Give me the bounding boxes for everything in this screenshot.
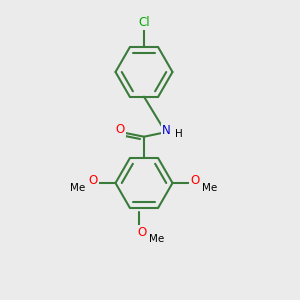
Text: Cl: Cl (138, 16, 150, 29)
Text: Me: Me (70, 183, 86, 194)
Text: O: O (89, 173, 98, 187)
Text: Me: Me (202, 183, 217, 194)
Text: H: H (175, 129, 183, 139)
Text: Me: Me (149, 233, 164, 244)
Text: O: O (116, 123, 124, 136)
Text: O: O (190, 173, 199, 187)
Text: N: N (162, 124, 171, 137)
Text: O: O (138, 226, 147, 239)
